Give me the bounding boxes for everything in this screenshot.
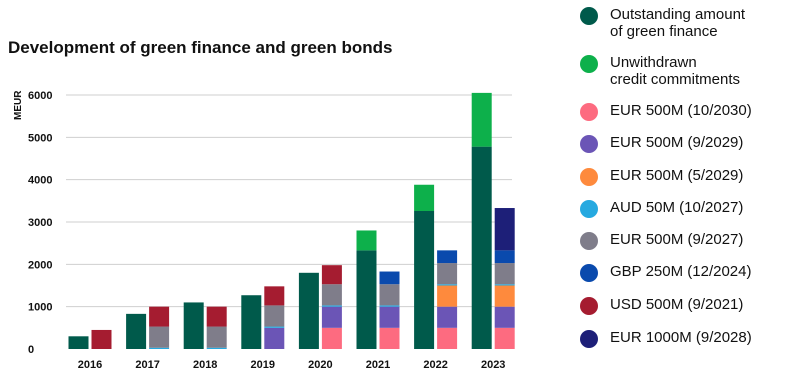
legend-swatch [580,55,598,73]
x-tick-label: 2019 [251,359,275,371]
bar-segment [149,306,170,327]
legend-swatch [580,103,598,121]
bar-segment [206,347,227,349]
x-tick-label: 2017 [135,359,159,371]
chart-title: Development of green finance and green b… [8,38,392,57]
chart: Development of green finance and green b… [8,38,515,371]
x-tick-label: 2020 [308,359,332,371]
y-axis-label: MEUR [13,90,24,120]
bar-segment [471,146,492,349]
legend-item: EUR 500M (9/2029) [580,134,744,153]
bar-segment [437,327,458,349]
bar-segment [264,305,285,327]
bar-segment [379,306,400,328]
bar-segment [321,327,342,349]
legend-item: Outstanding amount of green finance [580,6,745,40]
y-tick-label: 3000 [28,217,52,229]
bar-segment [68,336,89,349]
bar-segment [494,284,515,286]
legend-label: credit commitments [610,71,741,88]
bar-segment [379,271,400,285]
legend-swatch [580,168,598,186]
bar-segment [206,326,227,348]
legend-label: EUR 500M (10/2030) [610,102,752,119]
legend-label: GBP 250M (12/2024) [610,263,752,280]
bar-segment [379,327,400,349]
y-tick-label: 0 [28,344,34,356]
legend-label: EUR 500M (9/2027) [610,231,744,248]
legend-swatch [580,135,598,153]
bars [68,92,515,349]
bar-segment [437,284,458,286]
legend-item: EUR 500M (10/2030) [580,102,752,121]
bar-segment [494,306,515,328]
bar-segment [298,272,319,349]
bar-segment [414,184,435,211]
bar-segment [91,329,112,349]
x-tick-label: 2016 [78,359,102,371]
bar-segment [126,313,147,349]
bar-segment [183,302,204,349]
legend-item: GBP 250M (12/2024) [580,263,752,282]
legend-swatch [580,297,598,315]
bar-segment [149,326,170,348]
bar-segment [241,295,262,349]
legend-swatch [580,264,598,282]
bar-segment [264,326,285,328]
y-tick-label: 2000 [28,259,52,271]
bar-segment [494,263,515,285]
bar-segment [321,265,342,285]
bar-segment [206,306,227,327]
y-tick-label: 5000 [28,132,52,144]
bar-segment [321,305,342,307]
bar-segment [437,250,458,264]
y-tick-label: 1000 [28,302,52,314]
bar-segment [414,210,435,349]
y-tick-label: 6000 [28,90,52,102]
x-tick-label: 2021 [366,359,390,371]
bar-segment [264,327,285,349]
bar-segment [494,208,515,251]
legend-label: AUD 50M (10/2027) [610,199,744,216]
bar-segment [264,286,285,306]
bar-segment [471,92,492,147]
legend-label: EUR 1000M (9/2028) [610,329,752,346]
bar-segment [494,250,515,264]
legend-item: Unwithdrawn credit commitments [580,54,740,88]
y-tick-label: 4000 [28,175,52,187]
x-tick-label: 2022 [423,359,447,371]
legend-label: of green finance [610,23,718,40]
legend-label: EUR 500M (9/2029) [610,134,744,151]
y-tick-labels: 0 1000 2000 3000 4000 5000 6000 [28,90,52,356]
legend-swatch [580,7,598,25]
legend-item: USD 500M (9/2021) [580,296,744,315]
bar-segment [379,305,400,307]
bar-segment [437,306,458,328]
legend-swatch [580,200,598,218]
bar-segment [356,230,377,251]
bar-segment [356,250,377,349]
bar-segment [321,284,342,306]
legend-label: Outstanding amount [610,6,746,23]
bar-segment [494,285,515,307]
bar-segment [321,306,342,328]
legend-item: EUR 1000M (9/2028) [580,329,752,348]
bar-segment [494,327,515,349]
bar-segment [379,284,400,306]
legend-label: USD 500M (9/2021) [610,296,744,313]
bar-segment [437,285,458,307]
x-tick-label: 2018 [193,359,217,371]
bar-segment [437,263,458,285]
legend-swatch [580,330,598,348]
legend-swatch [580,232,598,250]
legend-item: AUD 50M (10/2027) [580,199,744,218]
legend-label: Unwithdrawn [610,54,697,71]
bar-segment [149,347,170,349]
legend-item: EUR 500M (9/2027) [580,231,744,250]
x-tick-label: 2023 [481,359,505,371]
x-tick-labels: 2016 2017 2018 2019 2020 2021 2022 2023 [78,359,506,371]
legend-label: EUR 500M (5/2029) [610,167,744,184]
legend-item: EUR 500M (5/2029) [580,167,744,186]
